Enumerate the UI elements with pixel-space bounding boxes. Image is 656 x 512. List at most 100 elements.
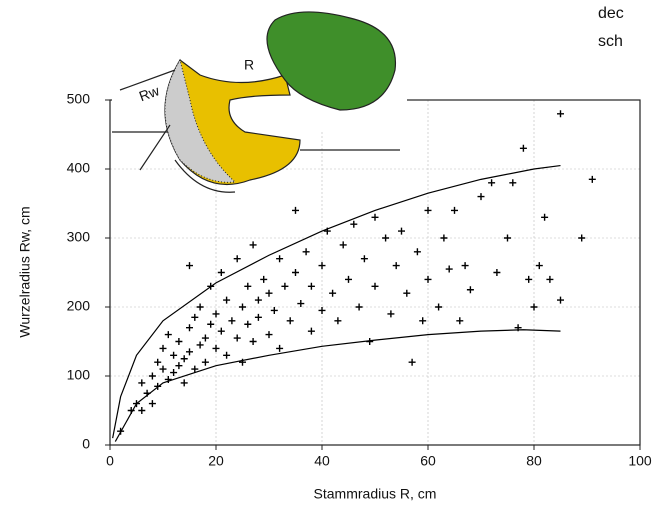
point [186,348,193,356]
point [180,379,188,387]
point [292,269,299,276]
point [159,365,167,373]
point [557,110,564,118]
x-tick-label: 80 [526,453,542,469]
point [350,220,358,228]
point [360,255,368,263]
point [233,255,241,263]
point [292,206,299,214]
point [186,262,193,270]
point [392,262,400,270]
point [302,248,310,256]
diagram-label: Rw [137,82,162,104]
point [201,334,209,342]
point [265,331,273,339]
point [345,275,352,283]
point [408,358,416,366]
y-tick-label: 100 [67,367,91,383]
point [244,320,252,328]
point [419,317,427,325]
point [530,303,538,311]
point [265,289,273,297]
y-tick-label: 400 [67,160,91,176]
point [525,275,533,283]
x-tick-label: 100 [628,453,652,469]
y-tick-label: 200 [67,298,91,314]
point [170,369,178,377]
point [461,262,469,270]
point [488,179,496,187]
y-tick-label: 300 [67,229,91,245]
point [201,358,209,366]
point [329,289,337,297]
point [398,227,405,235]
point [148,372,156,380]
point [440,234,448,242]
point [260,275,268,283]
point [249,338,257,345]
point [424,206,432,214]
point [493,269,501,276]
y-tick-label: 500 [67,91,91,107]
y-axis-label: Wurzelradius Rw, cm [17,206,33,337]
point [546,275,554,283]
point [191,365,199,373]
diagram-label: R [244,57,254,73]
annotation: dec [598,5,624,22]
point [207,320,215,328]
point [504,234,511,242]
point [413,248,421,256]
x-tick-label: 60 [420,453,436,469]
point [164,331,172,339]
point [148,400,156,408]
point [445,265,453,273]
x-axis-label: Stammradius R, cm [314,486,437,502]
point [223,351,231,359]
tree-diagram: Rw R [112,11,407,193]
point [466,286,474,294]
point [588,175,596,183]
point [286,317,294,325]
point [371,282,379,290]
point [424,275,432,283]
point [138,379,146,387]
point [535,262,543,270]
x-tick-label: 40 [314,453,330,469]
point [403,289,411,297]
point [244,282,252,290]
y-tick-label: 0 [82,436,90,452]
plot-area: 0 20 40 60 80 100 0 100 200 300 400 500 [67,91,652,469]
point [456,317,464,325]
root-soil [164,58,237,183]
x-tick-label: 0 [106,453,114,469]
point [138,407,146,414]
point [382,234,390,242]
point [239,303,246,311]
point [196,303,204,311]
point [249,241,257,249]
point [307,327,315,335]
point [217,327,225,335]
point [297,300,305,308]
point [355,303,363,311]
point [180,355,188,363]
point [451,206,458,214]
point [281,282,289,290]
point [276,344,284,352]
point [270,306,278,314]
point [191,313,199,321]
point [435,303,443,311]
point [339,241,347,249]
point [254,296,262,304]
point [519,144,527,152]
point [175,338,183,345]
point [578,234,586,242]
point [477,193,485,201]
point [233,334,241,342]
point [228,317,236,325]
point [223,296,231,304]
envelope-curve [112,164,561,439]
point [307,282,315,290]
point [541,213,549,221]
